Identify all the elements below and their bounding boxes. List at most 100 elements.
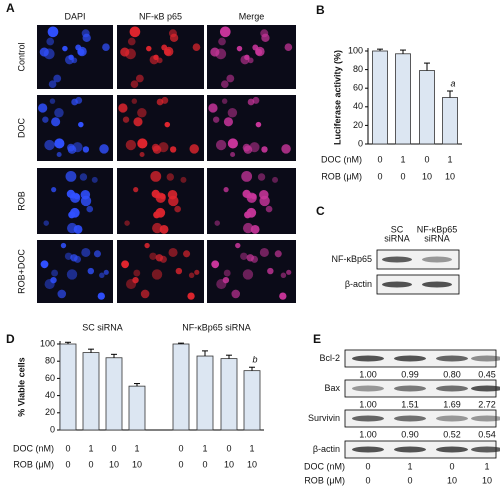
cell xyxy=(279,292,287,300)
cell xyxy=(272,176,279,183)
row-label: ROB+DOC xyxy=(16,249,26,294)
cell xyxy=(180,176,187,183)
condition-value: 10 xyxy=(224,459,234,469)
cell xyxy=(261,33,270,43)
cell xyxy=(149,252,157,260)
lane-label: siRNA xyxy=(384,233,410,243)
cell xyxy=(64,252,73,260)
condition-value: 10 xyxy=(482,475,492,485)
cell xyxy=(62,45,68,52)
y-axis-label: % Viable cells xyxy=(16,357,26,416)
cell xyxy=(135,74,144,83)
cell xyxy=(79,173,88,181)
cell xyxy=(155,207,166,218)
cell xyxy=(214,220,220,226)
cell xyxy=(175,267,183,275)
panel-label: A xyxy=(6,1,15,15)
cell xyxy=(73,225,83,234)
cell xyxy=(246,192,257,203)
condition-value: 0 xyxy=(407,475,412,485)
cell xyxy=(219,26,231,38)
cell xyxy=(49,98,56,104)
column-header: NF-κB p65 xyxy=(139,11,182,21)
condition-label: DOC (nM) xyxy=(13,443,54,453)
cell xyxy=(250,225,260,234)
cell xyxy=(140,289,150,299)
cell xyxy=(73,255,82,263)
cell xyxy=(149,55,159,65)
condition-value: 1 xyxy=(249,443,254,453)
blot-band xyxy=(471,446,500,453)
cell xyxy=(223,269,231,277)
condition-value: 0 xyxy=(226,443,231,453)
blot-band xyxy=(352,385,384,392)
blot-row-label: β-actin xyxy=(313,444,340,454)
condition-value: 0 xyxy=(65,459,70,469)
bar xyxy=(442,97,458,145)
cell xyxy=(72,142,83,153)
bar xyxy=(196,355,214,431)
cell xyxy=(150,170,162,182)
condition-value: 1 xyxy=(202,443,207,453)
blot-frame xyxy=(376,274,460,295)
y-tick-label: 20 xyxy=(353,120,363,130)
cell xyxy=(60,242,67,249)
condition-value: 1 xyxy=(407,461,412,471)
cell xyxy=(231,289,241,299)
lane-label: siRNA xyxy=(424,233,450,243)
condition-label: DOC (nM) xyxy=(304,461,345,471)
blot-band xyxy=(382,281,412,288)
cell xyxy=(166,173,175,181)
column-header: DAPI xyxy=(64,11,85,21)
blot-band xyxy=(471,385,500,392)
cell xyxy=(183,250,191,258)
cell xyxy=(241,170,253,182)
blot-row-label: Survivin xyxy=(308,413,340,423)
cell xyxy=(132,276,139,284)
condition-value: 10 xyxy=(132,459,142,469)
condition-value: 0 xyxy=(178,459,183,469)
cell xyxy=(47,26,59,38)
bar xyxy=(395,53,411,145)
cell xyxy=(159,225,169,234)
cell xyxy=(40,260,49,269)
cell xyxy=(97,292,105,300)
row-label: DOC xyxy=(16,118,26,139)
band-ratio: 1.00 xyxy=(359,399,377,409)
condition-value: 1 xyxy=(400,154,405,164)
cell xyxy=(284,43,293,52)
cell xyxy=(51,269,59,277)
cell xyxy=(77,46,87,57)
y-tick-label: 100 xyxy=(348,45,363,55)
cell xyxy=(87,267,94,275)
cell xyxy=(137,138,148,149)
cell xyxy=(57,289,67,299)
cell xyxy=(259,189,269,200)
cell xyxy=(80,189,91,200)
band-ratio: 0.99 xyxy=(401,369,419,379)
condition-value: 10 xyxy=(109,459,119,469)
cell xyxy=(78,121,84,128)
cell xyxy=(139,151,145,157)
cell xyxy=(240,55,250,65)
cell xyxy=(257,173,266,181)
cell xyxy=(53,74,62,83)
y-axis-label: Luciferase activity (%) xyxy=(332,50,342,145)
cell xyxy=(247,98,255,106)
condition-label: DOC (nM) xyxy=(321,154,362,164)
cell xyxy=(226,74,235,83)
condition-label: ROB (μM) xyxy=(321,171,362,181)
cell xyxy=(42,116,49,123)
cell xyxy=(118,103,128,113)
cell xyxy=(91,176,98,183)
condition-value: 0 xyxy=(178,443,183,453)
y-tick-label: 40 xyxy=(45,390,55,400)
condition-value: 1 xyxy=(447,154,452,164)
condition-value: 10 xyxy=(247,459,257,469)
cell xyxy=(259,247,269,258)
blot-band xyxy=(352,355,384,362)
cell xyxy=(44,279,55,290)
y-tick-label: 0 xyxy=(50,424,55,434)
blot-band xyxy=(436,355,468,362)
cell xyxy=(167,189,178,200)
